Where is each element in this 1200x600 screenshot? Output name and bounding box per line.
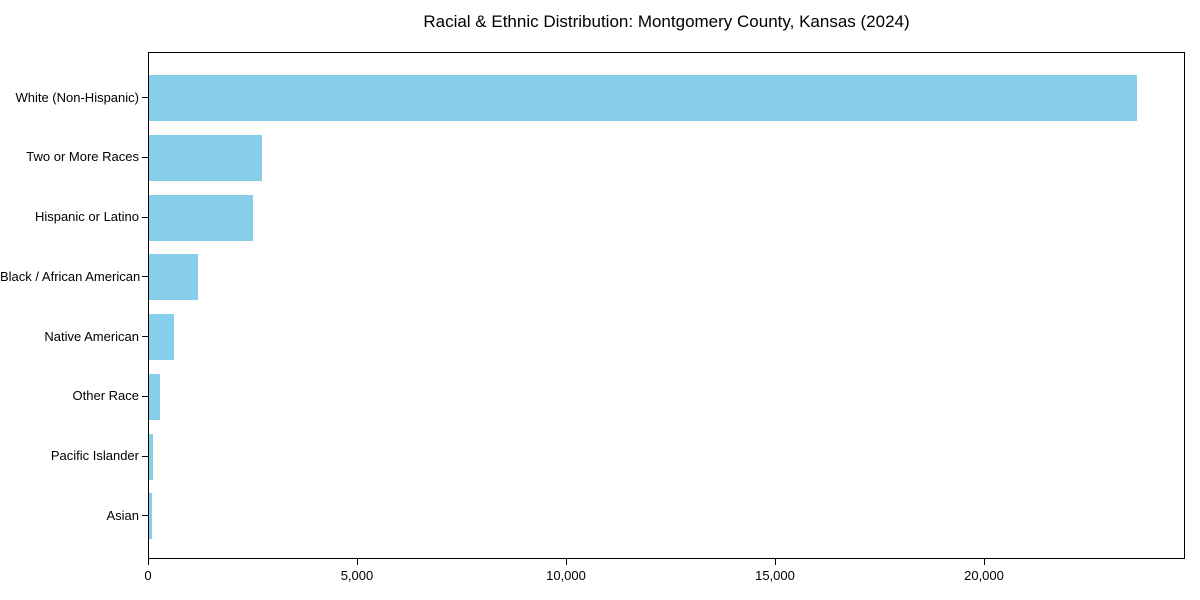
chart-title: Racial & Ethnic Distribution: Montgomery… bbox=[423, 12, 910, 31]
x-tick-label-15000: 15,000 bbox=[755, 568, 795, 583]
x-tick-label-5000: 5,000 bbox=[340, 568, 374, 583]
y-tick-label-pacific-islander: Pacific Islander bbox=[50, 448, 139, 464]
y-tick-mark bbox=[142, 276, 148, 278]
y-tick-label-other-race: Other Race bbox=[72, 388, 139, 404]
x-tick-label-20000: 20,000 bbox=[964, 568, 1004, 583]
bar-native-american bbox=[149, 314, 174, 361]
plot-area bbox=[148, 52, 1185, 559]
bar-pacific-islander bbox=[149, 433, 153, 480]
bar-white-non-hispanic bbox=[149, 75, 1137, 121]
y-tick-mark bbox=[142, 515, 148, 517]
bar-asian bbox=[149, 493, 152, 540]
bar-black-african-american bbox=[149, 254, 199, 301]
x-tick-mark bbox=[566, 559, 567, 565]
y-tick-label-two-or-more-races: Two or More Races bbox=[26, 149, 139, 165]
y-tick-label-native-american: Native American bbox=[44, 328, 139, 344]
bar-other-race bbox=[149, 373, 161, 420]
y-tick-mark bbox=[142, 395, 148, 397]
x-tick-label-10000: 10,000 bbox=[546, 568, 586, 583]
x-tick-label-0: 0 bbox=[144, 568, 152, 583]
y-tick-mark bbox=[142, 336, 148, 338]
x-tick-mark bbox=[775, 559, 776, 565]
y-tick-label-hispanic-or-latino: Hispanic or Latino bbox=[34, 209, 139, 225]
y-tick-mark bbox=[142, 97, 148, 98]
bar-two-or-more-races bbox=[149, 134, 262, 181]
y-tick-label-asian: Asian bbox=[106, 507, 139, 523]
y-tick-mark bbox=[142, 216, 148, 218]
y-tick-label-black-african-american: Black / African American bbox=[0, 268, 141, 284]
x-tick-mark bbox=[984, 559, 985, 565]
x-tick-mark bbox=[148, 559, 149, 565]
y-tick-mark bbox=[142, 455, 148, 457]
y-tick-mark bbox=[142, 156, 148, 158]
bar-hispanic-or-latino bbox=[149, 194, 254, 241]
y-tick-label-white-non-hispanic: White (Non-Hispanic) bbox=[15, 89, 139, 105]
x-tick-mark bbox=[357, 559, 358, 565]
